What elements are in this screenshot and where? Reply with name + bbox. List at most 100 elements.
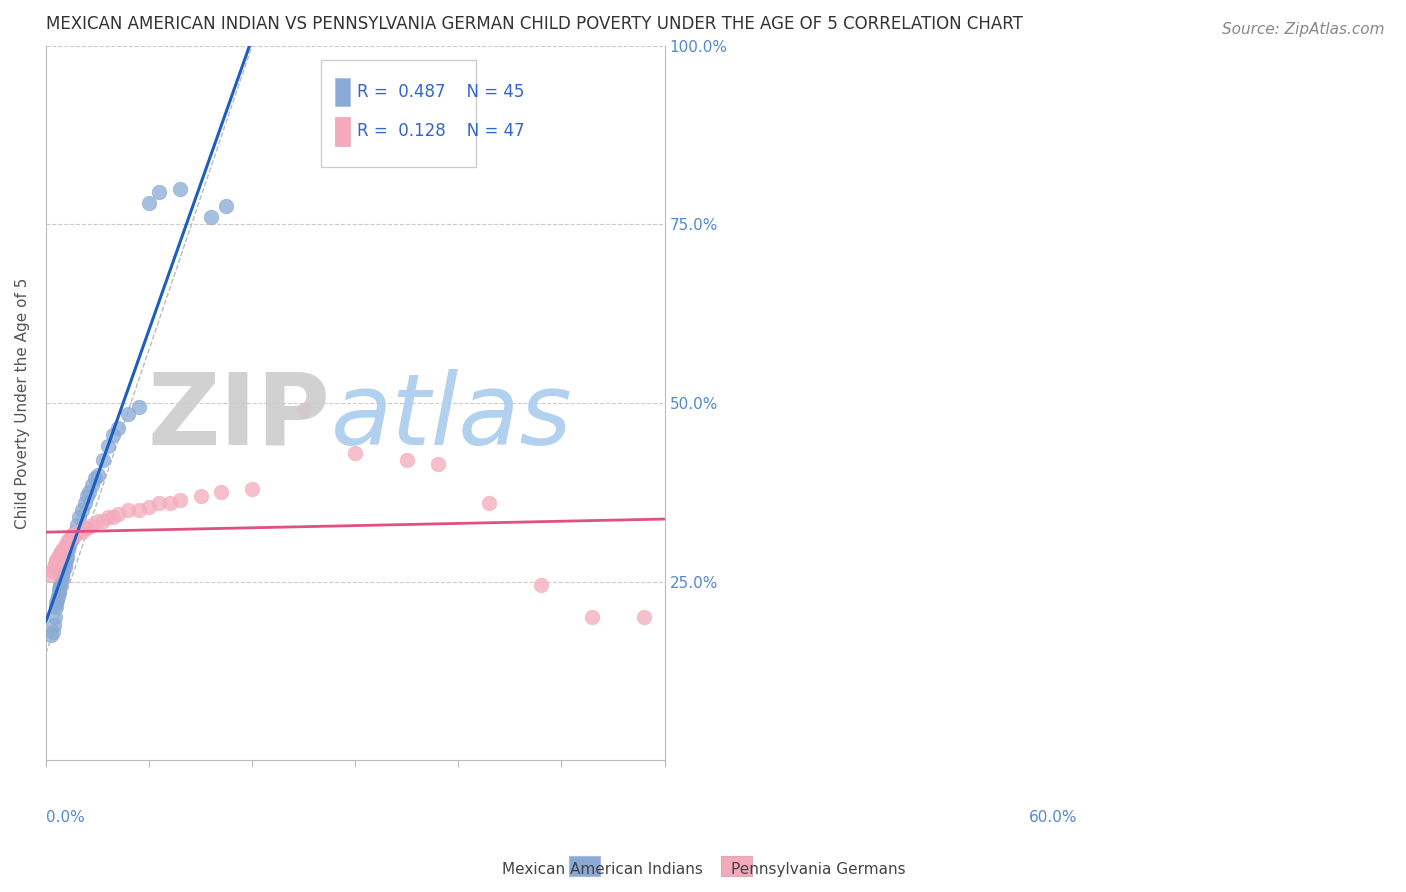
Point — [97, 439, 120, 453]
Point — [138, 195, 160, 210]
Point — [240, 482, 263, 496]
Point — [42, 564, 65, 578]
Point — [39, 567, 62, 582]
Point — [107, 421, 129, 435]
Bar — [335, 117, 350, 145]
Point — [581, 610, 603, 624]
Point — [55, 539, 77, 553]
Point — [344, 446, 367, 460]
Point — [58, 532, 80, 546]
Point — [148, 496, 170, 510]
Point — [53, 560, 76, 574]
Point — [530, 578, 553, 592]
Point — [76, 521, 98, 535]
Point — [60, 532, 83, 546]
Point — [633, 610, 655, 624]
Point — [59, 535, 82, 549]
Text: R =  0.487    N = 45: R = 0.487 N = 45 — [357, 83, 524, 101]
Text: 60.0%: 60.0% — [1028, 811, 1077, 825]
Point — [70, 524, 93, 539]
Point — [169, 492, 191, 507]
Point — [45, 596, 67, 610]
Point — [117, 503, 139, 517]
Text: ZIP: ZIP — [148, 368, 330, 466]
Point — [63, 524, 86, 539]
Point — [56, 535, 79, 549]
Point — [62, 528, 84, 542]
Point — [51, 574, 73, 589]
Point — [128, 400, 150, 414]
Point — [66, 517, 89, 532]
Point — [101, 510, 124, 524]
Point — [138, 500, 160, 514]
Point — [86, 467, 108, 482]
Point — [52, 564, 75, 578]
Point — [76, 489, 98, 503]
Point — [66, 524, 89, 539]
Bar — [335, 78, 350, 106]
Point — [49, 578, 72, 592]
Point — [77, 485, 100, 500]
Point — [60, 528, 83, 542]
Point — [48, 549, 70, 564]
Point — [86, 514, 108, 528]
Point — [48, 582, 70, 596]
Point — [48, 585, 70, 599]
Point — [51, 571, 73, 585]
Point — [59, 532, 82, 546]
Point — [117, 407, 139, 421]
Point — [51, 567, 73, 582]
Point — [82, 517, 104, 532]
Point — [91, 453, 114, 467]
Point — [53, 557, 76, 571]
Point — [67, 510, 90, 524]
Point — [55, 535, 77, 549]
Point — [426, 457, 449, 471]
Point — [55, 549, 77, 564]
Point — [39, 628, 62, 642]
Text: Mexican American Indians: Mexican American Indians — [502, 863, 703, 877]
Point — [51, 542, 73, 557]
Text: atlas: atlas — [330, 368, 572, 466]
Point — [58, 539, 80, 553]
Point — [395, 453, 418, 467]
Point — [44, 610, 66, 624]
Point — [75, 521, 97, 535]
Point — [52, 542, 75, 557]
Point — [44, 560, 66, 574]
Point — [82, 478, 104, 492]
Point — [215, 199, 238, 213]
Point — [292, 403, 315, 417]
Point — [44, 617, 66, 632]
Point — [44, 557, 66, 571]
Y-axis label: Child Poverty Under the Age of 5: Child Poverty Under the Age of 5 — [15, 277, 30, 529]
Point — [46, 592, 69, 607]
Point — [107, 507, 129, 521]
Point — [46, 589, 69, 603]
Point — [209, 485, 232, 500]
Text: Source: ZipAtlas.com: Source: ZipAtlas.com — [1222, 22, 1385, 37]
Point — [97, 510, 120, 524]
Point — [56, 542, 79, 557]
Point — [128, 503, 150, 517]
Point — [46, 553, 69, 567]
Point — [55, 553, 77, 567]
Point — [53, 539, 76, 553]
Text: MEXICAN AMERICAN INDIAN VS PENNSYLVANIA GERMAN CHILD POVERTY UNDER THE AGE OF 5 : MEXICAN AMERICAN INDIAN VS PENNSYLVANIA … — [46, 15, 1022, 33]
FancyBboxPatch shape — [321, 60, 475, 167]
Text: Pennsylvania Germans: Pennsylvania Germans — [731, 863, 905, 877]
Point — [200, 211, 222, 225]
Point — [169, 181, 191, 195]
Point — [91, 514, 114, 528]
Text: 0.0%: 0.0% — [46, 811, 84, 825]
Point — [46, 549, 69, 564]
Point — [45, 599, 67, 614]
Point — [159, 496, 181, 510]
Text: R =  0.128    N = 47: R = 0.128 N = 47 — [357, 122, 524, 140]
Point — [45, 553, 67, 567]
Point — [75, 496, 97, 510]
Point — [84, 471, 107, 485]
Point — [63, 528, 86, 542]
Point — [49, 546, 72, 560]
Point — [101, 428, 124, 442]
